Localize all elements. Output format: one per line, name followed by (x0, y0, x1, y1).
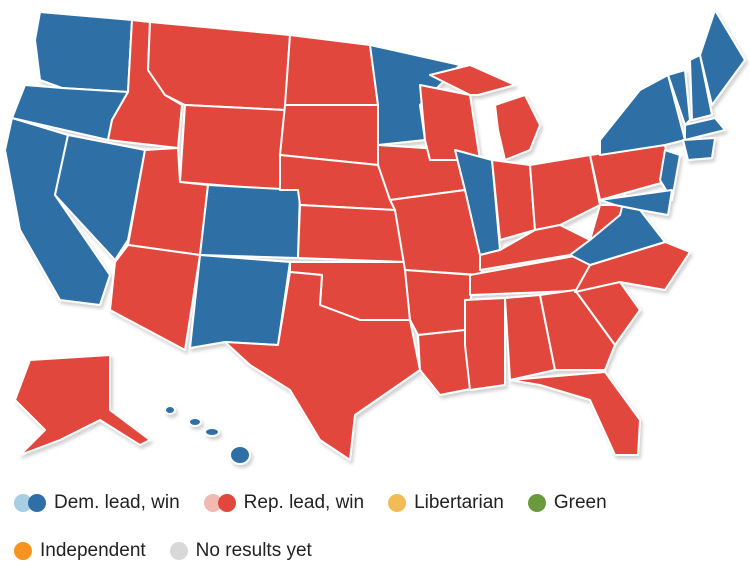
state (682, 137, 716, 161)
legend-swatch (203, 494, 222, 512)
state (509, 371, 641, 456)
state (659, 149, 681, 201)
legend-item: Independent (14, 540, 146, 562)
state (14, 354, 151, 456)
state (109, 244, 201, 351)
state (529, 154, 601, 231)
legend-row: Dem. lead, win Rep. lead, win Libertarian G… (14, 492, 631, 514)
legend-label: Rep. lead, win (243, 492, 365, 513)
legend-item: No results yet (169, 540, 312, 562)
state (494, 94, 541, 161)
state (539, 289, 616, 371)
states (4, 9, 746, 465)
state (419, 84, 481, 161)
state (204, 427, 220, 437)
legend-swatch (169, 542, 188, 560)
state (599, 189, 673, 216)
legend-label: Dem. lead, win (54, 492, 180, 513)
legend-item: Libertarian (388, 492, 504, 514)
legend-swatch (388, 494, 407, 512)
legend-item: Rep. lead, win (203, 492, 365, 514)
legend-label: Independent (40, 540, 146, 561)
state (164, 405, 176, 415)
state (199, 184, 301, 259)
state (147, 21, 291, 111)
legend-swatch (14, 494, 32, 512)
state (54, 134, 146, 261)
legend-label: Green (553, 492, 607, 513)
legend-row: Independent No results yet (14, 540, 336, 562)
legend-label: No results yet (195, 540, 312, 561)
state (284, 34, 379, 106)
state (667, 69, 691, 126)
legend-swatch (217, 494, 236, 512)
legend-item: Dem. lead, win (14, 492, 180, 514)
legend-swatch (527, 494, 546, 512)
state (689, 54, 713, 121)
state (224, 271, 421, 461)
legend-label: Libertarian (414, 492, 504, 513)
state (479, 224, 591, 271)
state (179, 104, 286, 191)
legend-item: Green (527, 492, 607, 514)
state (34, 11, 133, 93)
state (491, 159, 536, 241)
state (188, 417, 202, 427)
state (684, 117, 726, 141)
legend-swatch (28, 494, 46, 512)
state (464, 297, 506, 391)
state (229, 445, 251, 465)
state (189, 254, 291, 349)
legend-swatch (14, 542, 32, 560)
state (429, 64, 516, 96)
map (4, 9, 746, 465)
state (297, 204, 406, 263)
state (699, 9, 746, 106)
